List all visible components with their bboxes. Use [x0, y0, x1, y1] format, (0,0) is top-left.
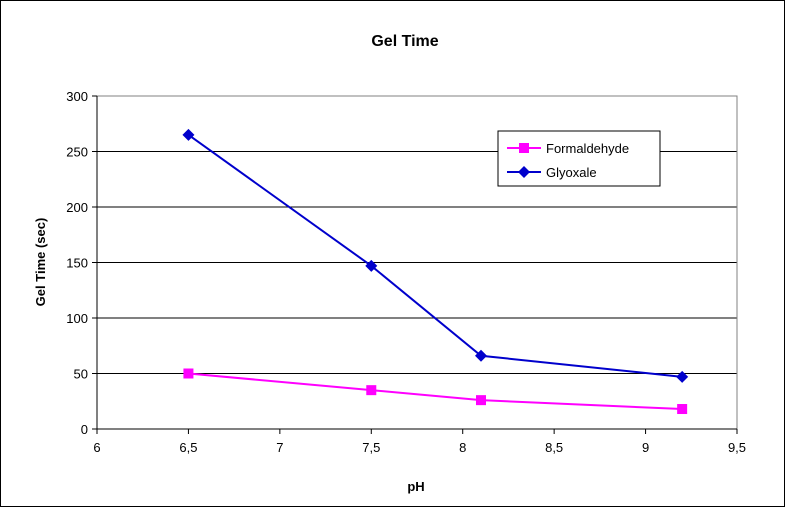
- data-point: [676, 370, 689, 383]
- series-line: [188, 372, 683, 411]
- data-point: [182, 128, 195, 141]
- legend-marker: [519, 143, 529, 153]
- y-tick-label: 50: [74, 367, 88, 382]
- x-tick-label: 7,5: [362, 440, 380, 455]
- y-tick-label: 200: [66, 200, 88, 215]
- x-tick-label: 8: [459, 440, 466, 455]
- series-layer: [182, 128, 689, 415]
- data-point: [475, 349, 487, 362]
- chart-title: Gel Time: [371, 33, 438, 50]
- x-tick-label: 9,5: [728, 440, 746, 455]
- data-point: [677, 404, 688, 415]
- data-point: [365, 259, 378, 272]
- x-tick-label: 6,5: [179, 440, 197, 455]
- data-point: [183, 368, 194, 379]
- y-tick-label: 300: [66, 89, 88, 104]
- y-tick-label: 0: [81, 422, 88, 437]
- data-point: [366, 385, 377, 396]
- axes: 0 50 100 150 200 250 300 6 6,5 7 7,5 8 8,5 9 9,5: [66, 89, 746, 455]
- x-axis-title: pH: [407, 479, 424, 494]
- y-tick-label: 250: [66, 145, 88, 160]
- x-tick-label: 9: [642, 440, 649, 455]
- y-tick-label: 100: [66, 311, 88, 326]
- x-tick-label: 7: [276, 440, 283, 455]
- legend-label: Formaldehyde: [546, 141, 629, 156]
- series-line: [187, 134, 683, 378]
- data-point: [476, 395, 486, 406]
- x-tick-label: 8,5: [545, 440, 563, 455]
- series-glyoxale: [182, 128, 689, 383]
- x-tick-label: 6: [93, 440, 100, 455]
- legend-marker: [518, 166, 530, 178]
- y-tick-label: 150: [66, 256, 88, 271]
- legend: Formaldehyde Glyoxale: [497, 130, 661, 187]
- legend-label: Glyoxale: [546, 165, 597, 180]
- y-axis-title: Gel Time (sec): [33, 218, 48, 307]
- gridlines: [97, 151, 737, 374]
- series-formaldehyde: [183, 368, 688, 415]
